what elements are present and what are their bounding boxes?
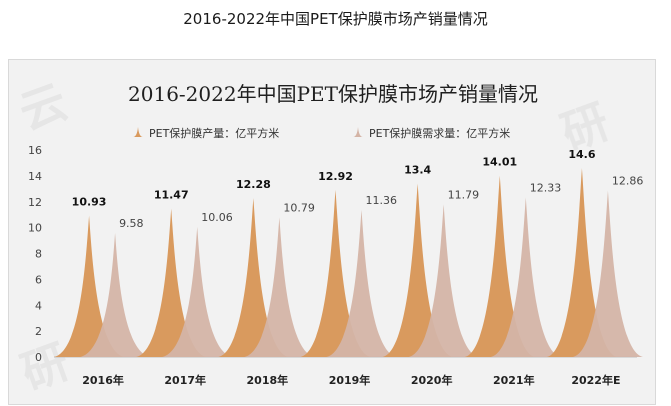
demand-value-label: 10.06 xyxy=(201,211,233,224)
legend-swatch xyxy=(133,127,143,137)
production-value-label: 12.28 xyxy=(236,178,271,191)
y-tick-label: 0 xyxy=(35,351,42,364)
legend-label: PET保护膜需求量：亿平方米 xyxy=(369,126,510,140)
demand-peak xyxy=(408,204,479,357)
production-value-label: 14.01 xyxy=(482,156,517,169)
x-tick-label: 2021年 xyxy=(493,373,535,387)
chart-svg: 云 研 研 2016-2022年中国PET保护膜市场产销量情况 PET保护膜产量… xyxy=(12,74,643,400)
demand-value-label: 11.79 xyxy=(448,188,480,201)
chart-frame: 云 研 研 2016-2022年中国PET保护膜市场产销量情况 PET保护膜产量… xyxy=(8,59,656,405)
production-peak xyxy=(218,198,289,357)
demand-value-label: 11.36 xyxy=(366,194,398,207)
y-tick-label: 2 xyxy=(35,325,42,338)
production-peak xyxy=(464,175,535,357)
x-tick-label: 2020年 xyxy=(411,373,453,387)
x-axis: 2016年 2017年 2018年 2019年 2020年 2021年 2022年E xyxy=(82,373,620,387)
demand-peak xyxy=(80,233,151,357)
watermark-graphic: 云 xyxy=(12,74,74,140)
y-tick-label: 12 xyxy=(28,196,42,209)
demand-peak xyxy=(244,217,315,357)
y-tick-label: 4 xyxy=(35,299,42,312)
x-tick-label: 2016年 xyxy=(82,373,124,387)
plot-area: 10.93 9.58 11.47 10.06 12.28 10.79 12.92 11.36 1… xyxy=(54,148,643,357)
x-tick-label: 2022年E xyxy=(571,373,620,387)
demand-value-label: 9.58 xyxy=(119,217,144,230)
legend: PET保护膜产量：亿平方米 PET保护膜需求量：亿平方米 xyxy=(133,126,510,140)
production-value-label: 14.6 xyxy=(568,148,595,161)
production-peak xyxy=(136,208,207,357)
demand-value-label: 12.33 xyxy=(530,181,562,194)
watermark-graphic: 研 xyxy=(14,334,76,400)
demand-peak xyxy=(572,190,643,357)
y-tick-label: 14 xyxy=(28,170,42,183)
demand-peak xyxy=(162,226,233,357)
demand-value-label: 10.79 xyxy=(283,201,315,214)
demand-peak xyxy=(326,210,397,357)
demand-peak xyxy=(490,197,561,357)
legend-label: PET保护膜产量：亿平方米 xyxy=(149,126,279,140)
y-tick-label: 16 xyxy=(28,144,42,157)
production-peak xyxy=(382,183,453,357)
production-peak xyxy=(54,215,125,357)
x-tick-label: 2019年 xyxy=(329,373,371,387)
x-tick-label: 2018年 xyxy=(247,373,289,387)
production-value-label: 13.4 xyxy=(404,164,431,177)
y-tick-label: 6 xyxy=(35,273,42,286)
production-peak xyxy=(546,168,617,357)
production-peak xyxy=(300,189,371,357)
legend-swatch xyxy=(353,127,363,137)
demand-value-label: 12.86 xyxy=(612,175,644,188)
production-value-label: 10.93 xyxy=(72,196,107,209)
production-value-label: 12.92 xyxy=(318,170,353,183)
production-value-label: 11.47 xyxy=(154,189,189,202)
y-tick-label: 8 xyxy=(35,248,42,261)
y-tick-label: 10 xyxy=(28,222,42,235)
x-tick-label: 2017年 xyxy=(164,373,206,387)
page-title: 2016-2022年中国PET保护膜市场产销量情况 xyxy=(183,10,488,28)
chart-title: 2016-2022年中国PET保护膜市场产销量情况 xyxy=(128,82,538,106)
